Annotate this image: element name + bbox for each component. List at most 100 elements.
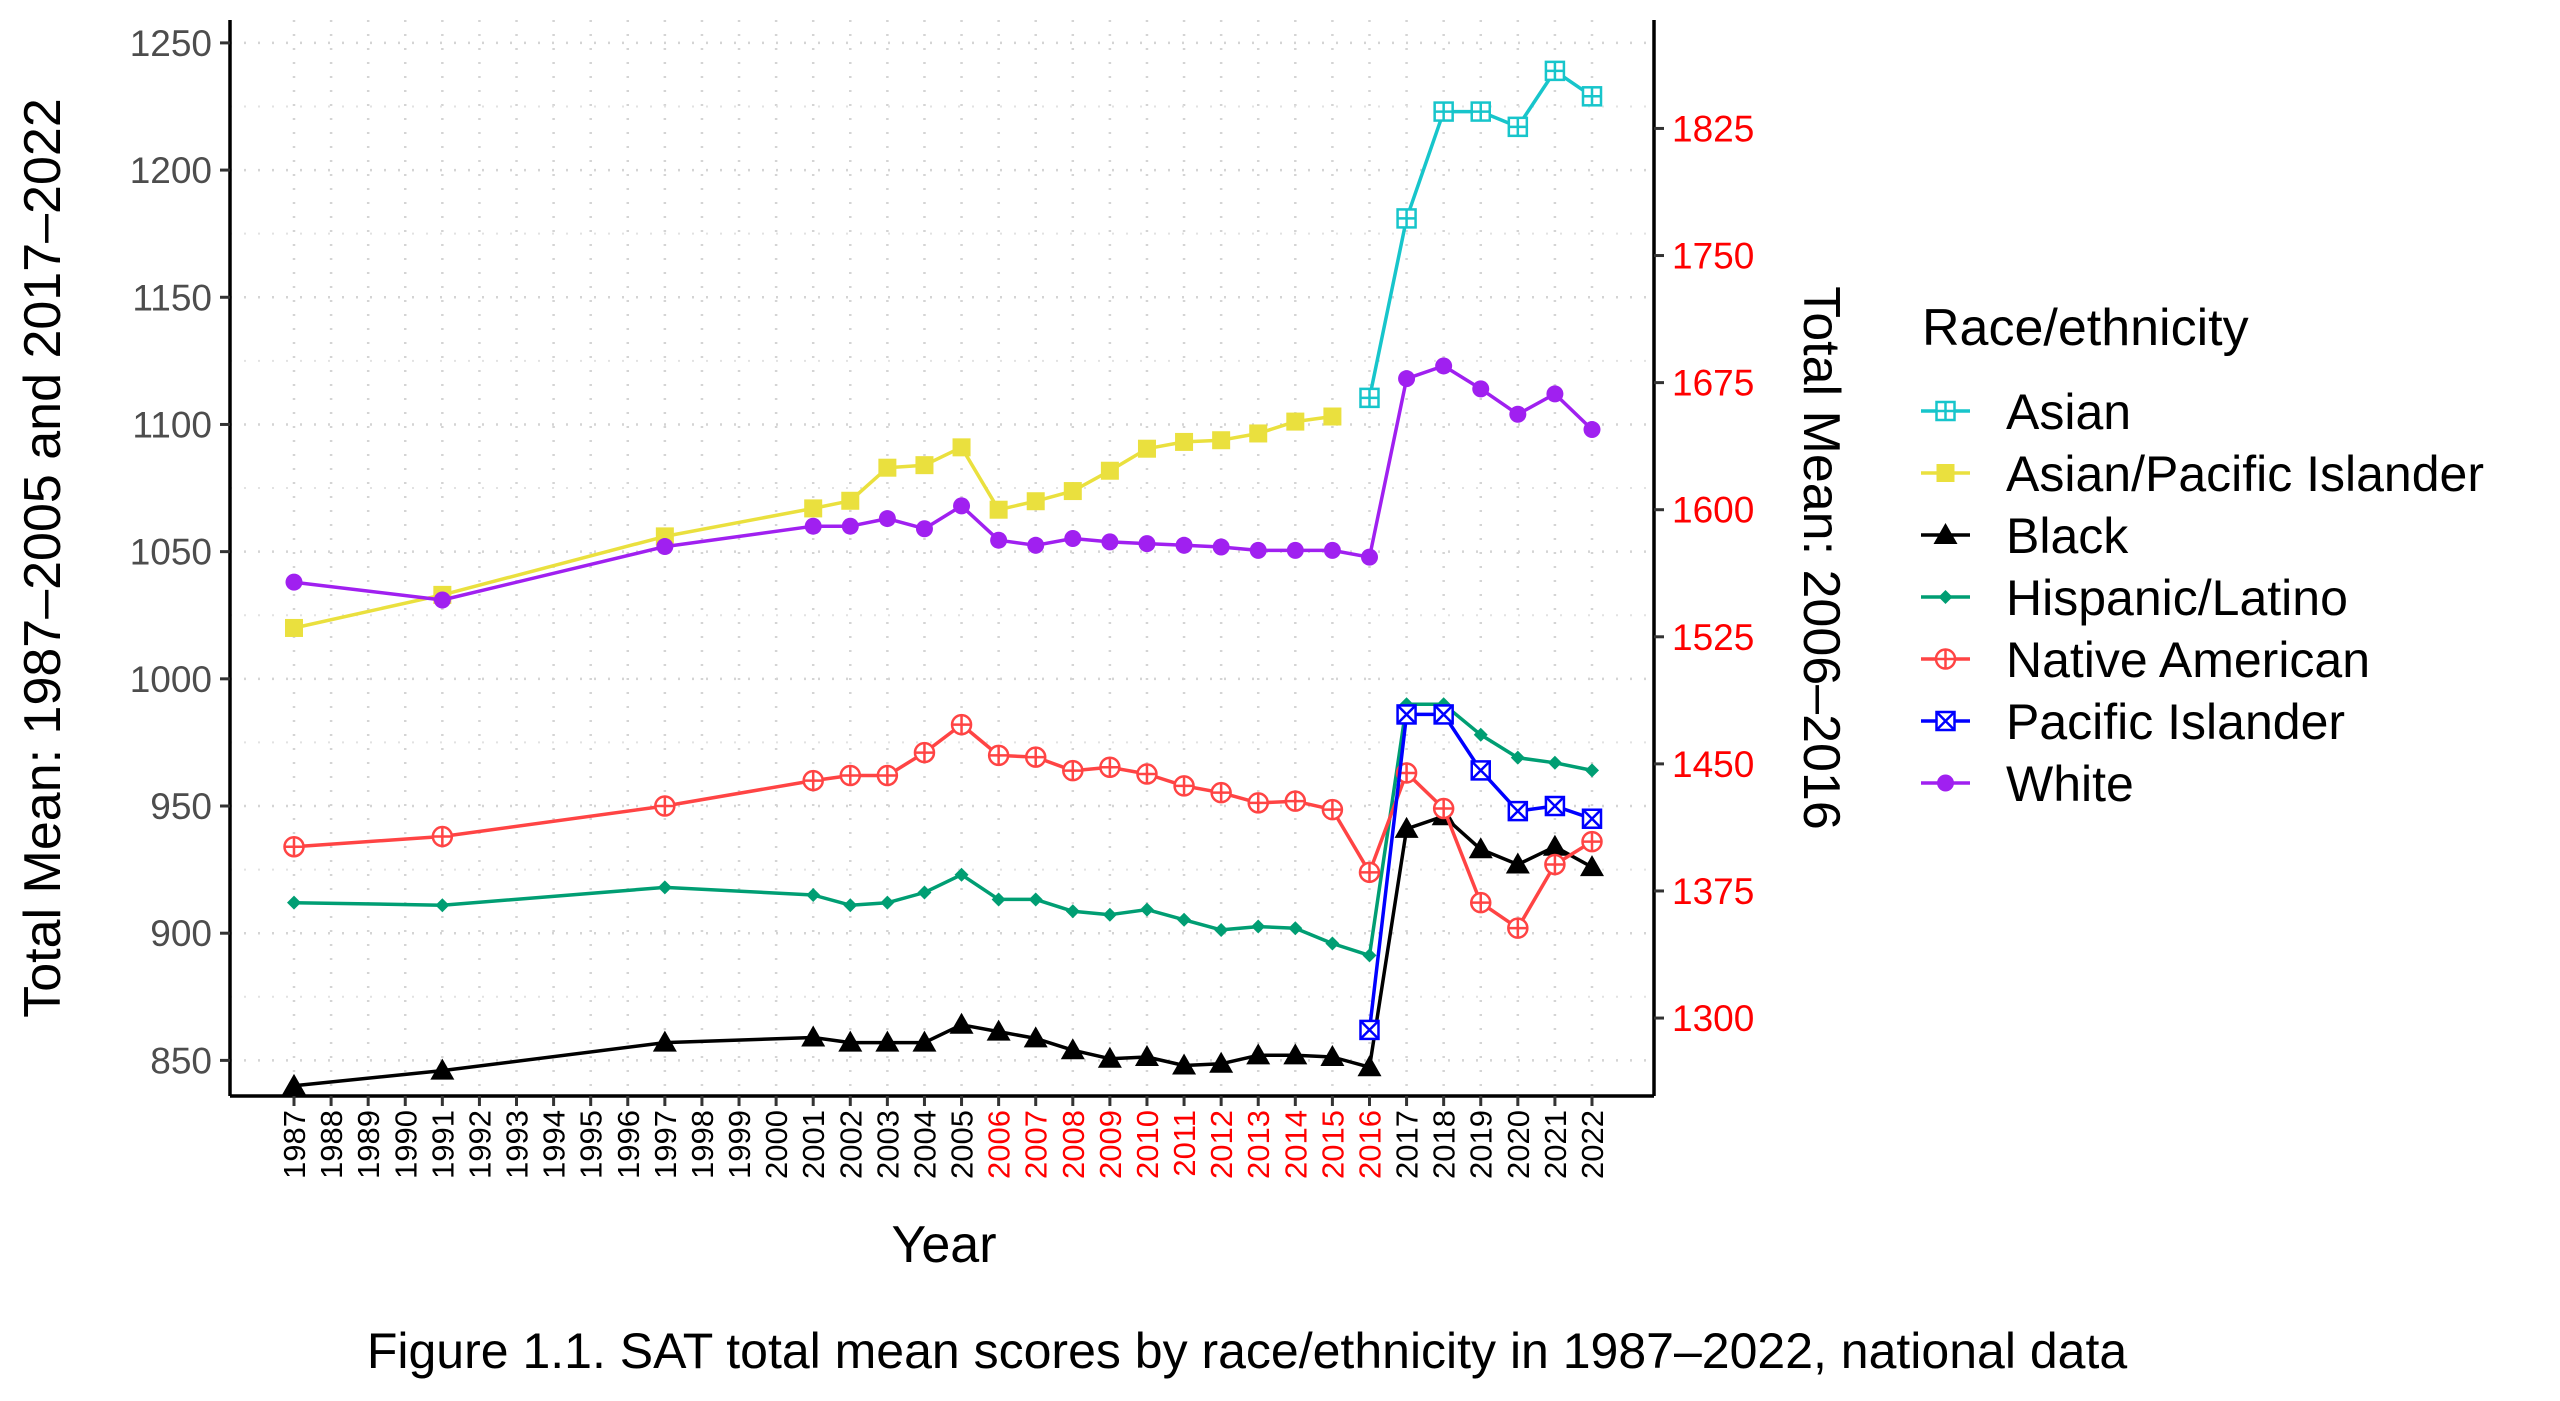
data-point-white — [1138, 535, 1156, 553]
marker-circle — [1101, 533, 1119, 551]
x-tick-label: 1995 — [574, 1110, 609, 1179]
y-right-tick-label: 1525 — [1672, 617, 1754, 658]
legend-key-marker — [1935, 710, 1956, 732]
data-point-hispanic-latino — [1028, 892, 1043, 907]
marker-diamond — [1065, 904, 1080, 919]
marker-plus — [803, 771, 823, 791]
data-point-white — [804, 517, 822, 535]
legend-item-black: Black — [1921, 508, 2129, 564]
data-point-native-american — [802, 769, 824, 792]
data-point-native-american — [1432, 797, 1455, 820]
marker-plus — [432, 827, 452, 847]
marker-square — [952, 438, 971, 457]
marker-plus — [1471, 102, 1490, 121]
data-point-white — [953, 497, 971, 515]
data-point-black — [1172, 1053, 1197, 1075]
y-right-tick-label: 1675 — [1672, 363, 1754, 404]
data-point-black — [1283, 1043, 1308, 1065]
y-left-tick-label: 950 — [150, 786, 212, 827]
marker-triangle — [1134, 1045, 1159, 1067]
x-tick-label: 2000 — [759, 1110, 794, 1179]
x-tick-label: 2001 — [796, 1110, 831, 1179]
marker-plus — [1174, 776, 1194, 796]
y-right-tick-label: 1375 — [1672, 871, 1754, 912]
data-point-native-american — [1173, 775, 1195, 797]
data-point-native-american — [1544, 853, 1566, 876]
data-point-pacific-islander — [1544, 795, 1566, 817]
marker-plus — [914, 743, 934, 763]
x-tick-label: 1988 — [314, 1110, 349, 1179]
marker-plus — [1936, 402, 1955, 420]
data-point-white — [1546, 385, 1564, 403]
marker-diamond — [1547, 755, 1562, 770]
data-point-black — [1097, 1046, 1122, 1068]
marker-circle — [433, 591, 451, 609]
data-point-native-american — [1284, 790, 1307, 812]
x-tick-label: 2011 — [1167, 1110, 1202, 1177]
marker-plus — [877, 765, 897, 785]
data-point-hispanic-latino — [917, 885, 932, 900]
data-point-white — [1249, 541, 1267, 559]
data-point-white — [1398, 370, 1416, 388]
x-tick-label: 2014 — [1278, 1110, 1313, 1179]
x-tick-label: 1990 — [388, 1110, 423, 1179]
marker-diamond — [843, 898, 858, 913]
x-tick-label: 1997 — [648, 1110, 683, 1179]
data-point-asian — [1433, 101, 1454, 122]
data-point-hispanic-latino — [880, 895, 895, 910]
legend-key-marker — [1934, 648, 1957, 670]
marker-triangle — [1060, 1038, 1085, 1060]
data-point-asian-pacific-islander — [841, 491, 860, 510]
data-point-hispanic-latino — [1585, 763, 1599, 778]
data-point-white — [878, 510, 896, 528]
marker-circle — [1472, 380, 1490, 398]
data-point-white — [433, 591, 451, 609]
legend-label: Hispanic/Latino — [2006, 570, 2348, 626]
marker-square — [804, 499, 823, 518]
marker-circle — [1138, 535, 1156, 553]
marker-circle — [1212, 538, 1230, 556]
y-left-tick-label: 1200 — [130, 150, 212, 191]
marker-circle — [1064, 530, 1082, 548]
marker-diamond — [1585, 763, 1599, 778]
data-point-black — [1580, 855, 1604, 877]
marker-x — [1359, 1020, 1380, 1040]
legend-key-marker — [1933, 523, 1958, 544]
legend-label: Asian — [2006, 384, 2131, 440]
data-point-native-american — [1507, 917, 1529, 939]
x-tick-label: 1994 — [537, 1110, 572, 1179]
legend-label: Asian/Pacific Islander — [2006, 446, 2484, 502]
series-asian — [1359, 60, 1603, 409]
data-point-hispanic-latino — [1547, 755, 1562, 770]
data-point-asian-pacific-islander — [804, 499, 823, 518]
legend-item-hispanic-latino: Hispanic/Latino — [1921, 570, 2348, 626]
data-point-asian — [1544, 60, 1566, 82]
marker-plus — [1545, 855, 1565, 875]
marker-circle — [841, 517, 859, 535]
data-point-hispanic-latino — [1177, 912, 1192, 927]
data-point-native-american — [1099, 756, 1121, 779]
marker-plus — [1936, 649, 1955, 669]
marker-diamond — [991, 892, 1006, 907]
marker-plus — [1248, 793, 1268, 813]
legend-item-asian: Asian — [1921, 384, 2131, 440]
data-point-asian — [1396, 208, 1417, 229]
axes: 850 900 950 1000 1050 1100 1150 1200 1250 1300 137… — [130, 20, 1754, 1179]
data-point-black — [986, 1019, 1011, 1041]
x-tick-label: 1987 — [277, 1110, 312, 1179]
x-tick-label: 2020 — [1501, 1110, 1536, 1179]
marker-diamond — [1028, 892, 1043, 907]
marker-x — [1507, 801, 1528, 821]
marker-triangle — [1209, 1051, 1234, 1073]
marker-triangle — [986, 1019, 1011, 1041]
marker-plus — [952, 715, 972, 735]
data-point-hispanic-latino — [1251, 919, 1266, 934]
marker-triangle — [1172, 1053, 1197, 1075]
marker-x — [1935, 711, 1956, 731]
y-axis-right-title: Total Mean: 2006–2016 — [1792, 286, 1850, 830]
x-tick-label: 2021 — [1538, 1110, 1573, 1179]
data-point-hispanic-latino — [806, 888, 821, 903]
marker-triangle — [912, 1030, 937, 1052]
data-point-asian-pacific-islander — [915, 456, 934, 475]
legend-label: Native American — [2006, 632, 2370, 688]
